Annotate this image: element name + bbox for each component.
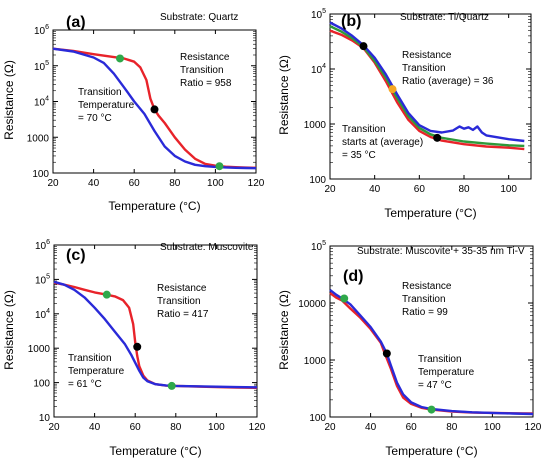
x-tick-label: 100 bbox=[207, 178, 224, 189]
y-axis-title: Resistance (Ω) bbox=[2, 60, 16, 140]
transition-marker-2 bbox=[382, 349, 391, 358]
y-axis-title: Resistance (Ω) bbox=[277, 290, 291, 370]
x-tick-label: 80 bbox=[169, 178, 181, 189]
x-tick-label: 20 bbox=[48, 422, 60, 433]
series-line-1 bbox=[329, 29, 525, 151]
transition-marker-1 bbox=[102, 290, 111, 299]
y-tick-label: 1000 bbox=[304, 120, 327, 131]
substrate-label: Substrate: Quartz bbox=[160, 12, 238, 23]
annotation-1: Resistance Transition Ratio (average) = 36 bbox=[402, 50, 494, 87]
y-tick-label: 105 bbox=[311, 240, 326, 253]
x-tick-label: 20 bbox=[324, 184, 336, 195]
x-tick-label: 60 bbox=[406, 422, 418, 433]
transition-marker-3 bbox=[167, 381, 176, 390]
series-line-2 bbox=[52, 47, 257, 170]
y-tick-label: 106 bbox=[35, 239, 50, 252]
transition-marker-2 bbox=[388, 85, 397, 94]
panel-label: (a) bbox=[66, 14, 86, 31]
substrate-label: Substrate: Ti/Quartz bbox=[400, 12, 489, 23]
x-tick-label: 20 bbox=[47, 178, 59, 189]
x-tick-label: 20 bbox=[324, 422, 336, 433]
x-tick-label: 60 bbox=[129, 178, 141, 189]
panel-label: (b) bbox=[341, 13, 361, 30]
panel-label: (d) bbox=[343, 268, 363, 285]
x-axis-title: Temperature (°C) bbox=[385, 444, 477, 458]
chart-panel-3: 20 40 60 80 100 120 10 100 1000 104 105 106 Temperat… bbox=[2, 239, 266, 458]
series-line-2 bbox=[329, 25, 525, 148]
annotation-1: Resistance Transition Ratio = 417 bbox=[157, 283, 209, 320]
x-tick-label: 40 bbox=[369, 184, 381, 195]
y-tick-label: 105 bbox=[34, 60, 49, 73]
transition-marker-2 bbox=[133, 342, 142, 351]
substrate-label: Substrate: Muscovite bbox=[160, 242, 254, 253]
y-tick-label: 100 bbox=[32, 169, 49, 180]
x-tick-label: 40 bbox=[88, 178, 100, 189]
y-tick-label: 1000 bbox=[304, 356, 327, 367]
chart-panel-1: 20 40 60 80 100 120 100 1000 104 105 106 Temperatur… bbox=[2, 12, 265, 213]
x-tick-label: 100 bbox=[484, 422, 501, 433]
x-tick-label: 40 bbox=[89, 422, 101, 433]
plot-frame bbox=[53, 244, 258, 418]
y-tick-label: 104 bbox=[35, 308, 50, 321]
y-tick-label: 105 bbox=[311, 8, 326, 21]
x-tick-label: 60 bbox=[130, 422, 142, 433]
y-tick-label: 10000 bbox=[298, 299, 326, 310]
plot-frame bbox=[329, 245, 534, 418]
y-axis-title: Resistance (Ω) bbox=[277, 55, 291, 135]
x-tick-label: 120 bbox=[248, 178, 265, 189]
annotation-1: Resistance Transition Ratio = 958 bbox=[180, 52, 232, 89]
transition-marker-3 bbox=[427, 405, 436, 414]
annotation-2: Transition Temperature = 70 °C bbox=[78, 87, 135, 124]
chart-panel-2: 20 40 60 80 100 100 1000 104 105 Temperature (°C)… bbox=[277, 8, 532, 220]
transition-marker-3 bbox=[433, 133, 442, 142]
y-axis-title: Resistance (Ω) bbox=[2, 290, 16, 370]
y-tick-label: 106 bbox=[34, 24, 49, 37]
x-tick-label: 120 bbox=[249, 422, 266, 433]
x-tick-label: 60 bbox=[414, 184, 426, 195]
plot-frame bbox=[329, 13, 532, 180]
annotation-2: Transition Temperature = 61 °C bbox=[68, 353, 125, 390]
transition-marker-1 bbox=[359, 42, 368, 51]
chart-panel-4: 20 40 60 80 100 120 100 1000 10000 105 Temperature… bbox=[277, 240, 542, 458]
series-line-2 bbox=[329, 288, 534, 416]
annotation-1: Resistance Transition Ratio = 99 bbox=[402, 281, 452, 318]
y-tick-label: 1000 bbox=[28, 344, 51, 355]
transition-marker-1 bbox=[340, 294, 349, 303]
y-tick-label: 100 bbox=[33, 379, 50, 390]
x-axis-title: Temperature (°C) bbox=[108, 199, 200, 213]
x-tick-label: 80 bbox=[458, 184, 470, 195]
panel-label: (c) bbox=[66, 247, 86, 264]
y-tick-label: 1000 bbox=[27, 133, 50, 144]
x-tick-label: 80 bbox=[170, 422, 182, 433]
transition-marker-1 bbox=[115, 54, 124, 63]
x-axis-title: Temperature (°C) bbox=[384, 206, 476, 220]
substrate-label: Substrate: Muscovite + 35-35 nm Ti-V bbox=[357, 246, 525, 257]
y-tick-label: 104 bbox=[34, 96, 49, 109]
series-line-3 bbox=[329, 21, 525, 143]
y-tick-label: 100 bbox=[309, 413, 326, 424]
transition-marker-2 bbox=[150, 105, 159, 114]
y-tick-label: 104 bbox=[311, 63, 326, 76]
transition-marker-3 bbox=[215, 162, 224, 171]
x-tick-label: 120 bbox=[525, 422, 542, 433]
x-tick-label: 40 bbox=[365, 422, 377, 433]
series-line-2 bbox=[53, 280, 258, 389]
y-tick-label: 10 bbox=[39, 413, 51, 424]
y-tick-label: 100 bbox=[309, 175, 326, 186]
y-tick-label: 105 bbox=[35, 273, 50, 286]
x-axis-title: Temperature (°C) bbox=[109, 444, 201, 458]
x-tick-label: 100 bbox=[500, 184, 517, 195]
annotation-2: Transition Temperature = 47 °C bbox=[418, 354, 475, 391]
x-tick-label: 80 bbox=[446, 422, 458, 433]
x-tick-label: 100 bbox=[208, 422, 225, 433]
annotation-2: Transition starts at (average) = 35 °C bbox=[342, 124, 423, 161]
